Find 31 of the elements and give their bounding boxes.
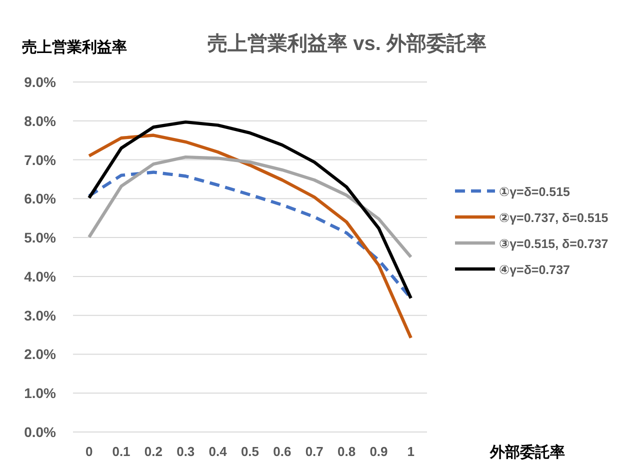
legend-label: ②γ=0.737, δ=0.515 <box>499 211 608 225</box>
x-tick-label: 1 <box>407 444 415 459</box>
x-tick-label: 0.7 <box>305 444 324 459</box>
y-tick-label: 0.0% <box>24 424 57 440</box>
y-tick-label: 4.0% <box>24 268 57 284</box>
x-tick-label: 0.8 <box>338 444 356 459</box>
x-axis-title: 外部委託率 <box>489 443 565 461</box>
x-tick-label: 0.5 <box>240 444 260 459</box>
y-tick-label: 5.0% <box>24 230 57 246</box>
chart-title: 売上営業利益率 vs. 外部委託率 <box>208 32 486 55</box>
legend-label: ④γ=δ=0.737 <box>499 263 570 277</box>
y-tick-label: 7.0% <box>24 152 57 168</box>
line-series <box>87 120 413 300</box>
x-tick-label: 0.2 <box>144 444 162 459</box>
line-series <box>87 134 413 340</box>
y-tick-label: 6.0% <box>24 190 57 207</box>
y-tick-label: 3.0% <box>24 307 57 324</box>
line-series <box>87 155 413 259</box>
x-tick-label: 0.1 <box>112 444 130 459</box>
y-tick-label: 9.0% <box>24 74 57 90</box>
x-tick-label: 0.9 <box>370 444 388 459</box>
y-axis-title: 売上営業利益率 <box>22 38 127 56</box>
legend-label: ③γ=0.515, δ=0.737 <box>499 237 608 251</box>
x-tick-label: 0.3 <box>176 444 195 459</box>
y-tick-label: 1.0% <box>24 385 57 402</box>
legend-label: ①γ=δ=0.515 <box>499 185 570 199</box>
y-tick-label: 8.0% <box>24 112 57 129</box>
x-tick-label: 0.4 <box>208 444 228 459</box>
y-tick-label: 2.0% <box>24 346 57 362</box>
x-tick-label: 0 <box>85 444 93 459</box>
x-tick-label: 0.6 <box>273 444 292 459</box>
